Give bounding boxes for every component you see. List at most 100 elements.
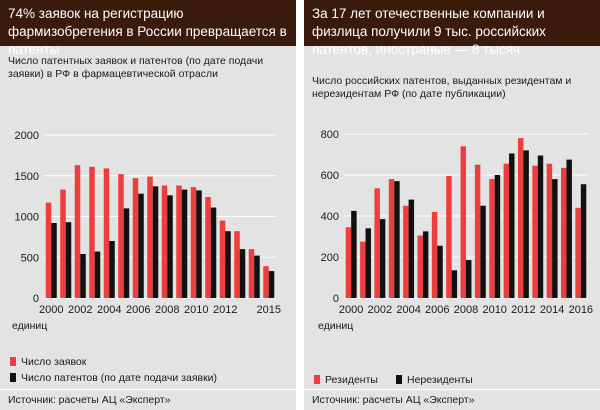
right-y-tick-label: 600 (321, 170, 339, 182)
left-bar-series2-2015 (268, 271, 275, 298)
right-bar-series1-2012 (517, 138, 524, 298)
right-bar-series1-2016 (575, 207, 581, 298)
left-bar-series1-2004 (103, 168, 110, 298)
left-source-divider (0, 389, 296, 390)
left-x-tick-label: 2004 (97, 304, 121, 316)
right-bar-series1-2015 (561, 167, 567, 298)
left-panel: 74% заявок на регистрацию фармизобретени… (0, 0, 296, 410)
left-bar-series2-2008 (167, 195, 173, 298)
right-x-tick-label: 2012 (511, 304, 535, 316)
right-bar-chart: 0 200 400 600 800 2000 2002 2004 2006 2008 2010 201… (318, 129, 593, 332)
left-bar-series2-2013 (239, 249, 246, 298)
right-bar-series1-2000 (345, 227, 352, 298)
right-bar-series1-2013 (532, 165, 538, 298)
left-chart-subtitle: Число патентных заявок и патентов (по да… (8, 55, 264, 80)
right-y-tick-label: 800 (321, 129, 339, 141)
right-bar-series2-2007 (451, 270, 458, 298)
right-panel: За 17 лет отечественные компании и физли… (304, 0, 600, 410)
right-bar-series1-2007 (446, 176, 452, 298)
right-bar-series2-2013 (537, 155, 544, 298)
left-bar-series1-2005 (118, 174, 124, 298)
right-bar-series2-2005 (422, 231, 429, 298)
left-bar-series1-2011 (205, 196, 211, 298)
right-legend-label-nonresidents: Нерезиденты (407, 374, 473, 386)
left-unit-label: единиц (12, 320, 47, 332)
black-swatch-icon (396, 375, 402, 384)
right-bar-series1-2008 (460, 146, 466, 298)
right-x-tick-label: 2014 (540, 304, 564, 316)
right-bar-series2-2006 (437, 245, 443, 298)
right-y-tick-label: 0 (333, 293, 339, 305)
left-bar-series2-2002 (80, 253, 86, 298)
right-bar-series1-2011 (503, 163, 510, 298)
right-y-tick-label: 200 (321, 252, 339, 264)
right-bar-series2-2016 (580, 184, 587, 298)
left-bar-series2-2009 (181, 189, 188, 298)
left-bar-series1-2000 (45, 202, 52, 298)
right-x-tick-label: 2010 (482, 304, 506, 316)
left-y-tick-label: 2000 (15, 130, 39, 142)
left-y-tick-label: 1500 (15, 171, 39, 183)
left-bar-series2-2006 (138, 193, 144, 298)
red-swatch-icon (314, 375, 320, 384)
right-x-tick-label: 2008 (454, 304, 478, 316)
right-bar-series1-2003 (388, 179, 395, 298)
left-bar-series2-2011 (210, 207, 217, 298)
left-bar-series1-2008 (161, 185, 168, 298)
right-bar-series2-2011 (509, 153, 515, 298)
right-x-tick-label: 2002 (368, 304, 392, 316)
left-y-tick-label: 1000 (15, 212, 39, 224)
left-x-tick-label: 2000 (39, 304, 63, 316)
left-x-tick-label: 2010 (184, 304, 208, 316)
left-bar-series1-2002 (74, 165, 81, 298)
left-legend-label-patents: Число патентов (по дате подачи заявки) (21, 372, 218, 384)
left-bar-series1-2012 (219, 220, 226, 298)
right-bar-series1-2001 (360, 241, 366, 298)
right-x-tick-label: 2004 (396, 304, 420, 316)
left-bar-series2-2001 (65, 222, 72, 298)
right-bar-series2-2009 (480, 205, 486, 298)
left-x-tick-label: 2008 (155, 304, 179, 316)
left-bar-series2-2005 (123, 208, 130, 298)
right-legend-item-residents: Резиденты (314, 374, 378, 386)
right-bar-series2-2015 (566, 159, 572, 298)
black-swatch-icon (10, 373, 16, 382)
right-bar-series2-2002 (379, 219, 386, 298)
left-chart-title: 74% заявок на регистрацию фармизобретени… (0, 0, 296, 57)
left-source-note: Источник: расчеты АЦ «Эксперт» (8, 394, 171, 406)
right-x-tick-label: 2016 (569, 304, 593, 316)
left-bar-series2-2010 (196, 190, 202, 298)
left-y-tick-label: 500 (21, 252, 39, 264)
left-bar-series2-2007 (152, 186, 159, 298)
left-x-tick-label: 2002 (68, 304, 92, 316)
left-bar-series1-2006 (132, 178, 139, 298)
right-bar-series1-2010 (489, 179, 495, 298)
left-bar-series2-2003 (94, 251, 101, 298)
left-y-tick-label: 0 (33, 293, 39, 305)
left-legend-label-applications: Число заявок (21, 356, 87, 368)
left-legend-item-patents: Число патентов (по дате подачи заявки) (10, 372, 217, 384)
right-bar-series1-2005 (417, 235, 423, 298)
right-bar-series2-2004 (408, 199, 415, 298)
left-x-tick-label: 2006 (126, 304, 150, 316)
right-bar-series2-2012 (523, 150, 529, 298)
right-legend-item-nonresidents: Нерезиденты (396, 374, 473, 386)
right-bar-series2-2010 (494, 175, 501, 298)
left-bar-series2-2014 (254, 255, 260, 298)
right-x-tick-label: 2000 (339, 304, 363, 316)
left-bar-series1-2014 (248, 249, 255, 298)
right-bar-series1-2004 (403, 205, 409, 298)
left-bar-series2-2004 (109, 240, 115, 298)
left-legend-item-applications: Число заявок (10, 356, 86, 368)
right-bar-series1-2006 (431, 211, 438, 298)
right-chart-subtitle: Число российских патентов, выданных рези… (312, 75, 572, 100)
right-chart-title: За 17 лет отечественные компании и физли… (304, 0, 600, 57)
left-bar-series2-2000 (51, 223, 57, 298)
right-x-tick-label: 2006 (425, 304, 449, 316)
right-bar-series2-2000 (351, 210, 357, 298)
red-swatch-icon (10, 357, 16, 366)
right-bar-series2-2014 (552, 179, 558, 298)
left-bar-series1-2010 (190, 187, 197, 298)
left-bar-series2-2012 (225, 231, 231, 298)
right-unit-label: единиц (318, 320, 353, 332)
